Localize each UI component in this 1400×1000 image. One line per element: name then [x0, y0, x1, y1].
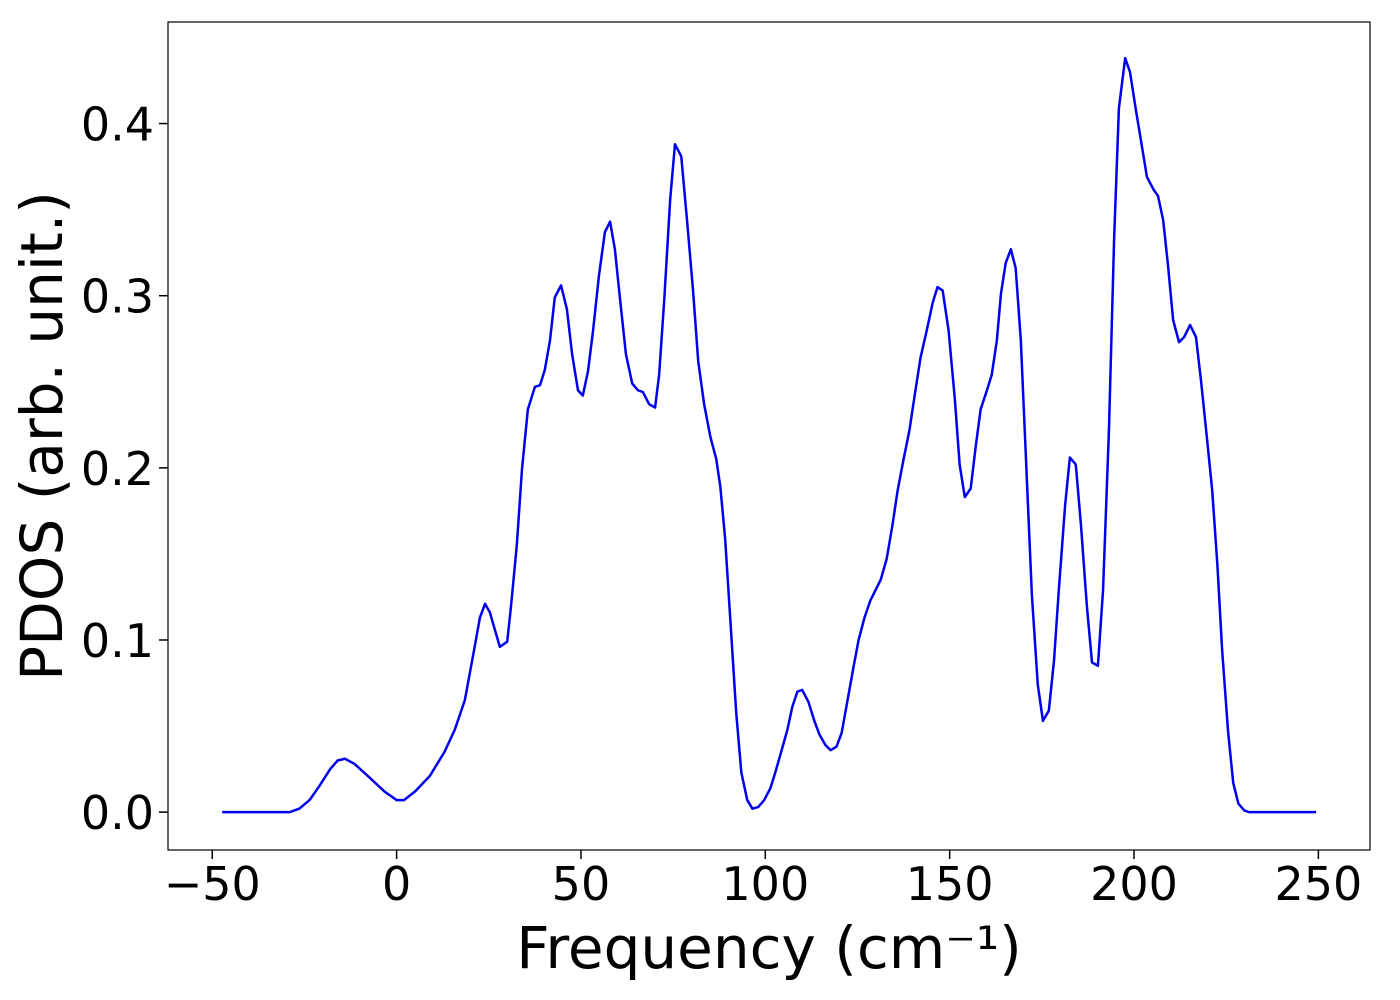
y-axis-label: PDOS (arb. unit.) — [8, 191, 76, 681]
data-line — [222, 56, 1317, 814]
x-tick-label: 200 — [1090, 857, 1178, 911]
y-tick-label: 0.2 — [81, 442, 154, 496]
y-tick-label: 0.3 — [81, 270, 154, 324]
x-tick-label: 250 — [1274, 857, 1362, 911]
y-tick-label: 0.0 — [81, 786, 154, 840]
x-tick-label: 150 — [906, 857, 994, 911]
x-tick-label: −50 — [164, 857, 261, 911]
x-tick-label: 0 — [382, 857, 411, 911]
x-axis-label: Frequency (cm⁻¹) — [516, 914, 1022, 982]
x-tick-label: 50 — [552, 857, 611, 911]
x-tick-label: 100 — [721, 857, 809, 911]
plot-frame — [167, 21, 1371, 851]
y-tick-label: 0.1 — [81, 614, 154, 668]
y-tick-label: 0.4 — [81, 98, 154, 152]
